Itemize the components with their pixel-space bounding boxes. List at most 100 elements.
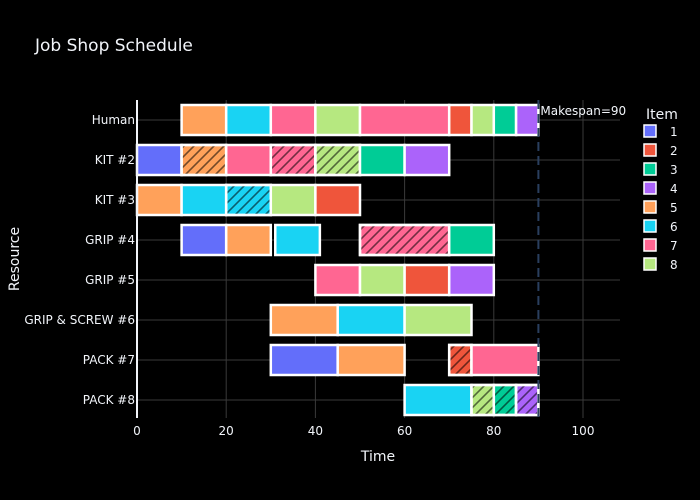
legend-swatch bbox=[643, 181, 657, 195]
task-bar-fill bbox=[314, 263, 362, 297]
task-bar-fill bbox=[514, 103, 540, 137]
x-tick-label: 100 bbox=[572, 424, 595, 438]
legend-label: 8 bbox=[670, 258, 678, 272]
task-bar bbox=[514, 103, 540, 137]
x-tick-label: 40 bbox=[308, 424, 323, 438]
task-bar bbox=[269, 183, 317, 217]
task-bar-fill bbox=[224, 103, 273, 137]
legend-label: 4 bbox=[670, 182, 678, 196]
task-bar-hatch bbox=[492, 383, 518, 417]
legend-swatch bbox=[643, 238, 657, 252]
y-tick-label: PACK #8 bbox=[83, 393, 135, 407]
task-bar bbox=[403, 263, 451, 297]
task-bar-fill bbox=[269, 343, 339, 377]
task-bar-fill bbox=[314, 103, 362, 137]
task-bar-fill bbox=[180, 183, 228, 217]
y-tick-label: Human bbox=[92, 113, 135, 127]
task-bar-hatch bbox=[314, 143, 362, 177]
annotation-layer: Makespan=90 bbox=[537, 100, 626, 418]
task-bar-fill bbox=[336, 303, 406, 337]
task-bar-fill bbox=[180, 223, 228, 257]
task-bar-fill bbox=[403, 143, 451, 177]
legend-label: 7 bbox=[670, 239, 678, 253]
legend-item[interactable]: 3 bbox=[643, 162, 678, 177]
x-tick-label: 0 bbox=[133, 424, 141, 438]
task-bar-fill bbox=[358, 263, 406, 297]
task-bar bbox=[180, 143, 228, 177]
legend-item[interactable]: 2 bbox=[643, 143, 678, 158]
task-bar bbox=[447, 343, 473, 377]
task-bar-fill bbox=[403, 303, 473, 337]
y-tick-label: GRIP & SCREW #6 bbox=[24, 313, 135, 327]
axis-layer: 0 20 40 60 80 100 Human KIT #2 KIT #3 GRIP #4 GRIP… bbox=[24, 100, 594, 438]
legend-item[interactable]: 7 bbox=[643, 238, 678, 253]
legend-item[interactable]: 6 bbox=[643, 219, 678, 234]
y-tick-label: PACK #7 bbox=[83, 353, 135, 367]
task-bar bbox=[314, 263, 362, 297]
task-bar bbox=[336, 303, 406, 337]
y-axis-title: Resource bbox=[7, 227, 23, 291]
legend-item[interactable]: 4 bbox=[643, 181, 678, 196]
task-bar bbox=[358, 103, 451, 137]
task-bar-fill bbox=[269, 103, 317, 137]
task-bar bbox=[492, 383, 518, 417]
task-bar-hatch bbox=[470, 383, 496, 417]
task-bar bbox=[269, 303, 339, 337]
legend-swatch bbox=[643, 219, 657, 233]
task-bar bbox=[447, 263, 496, 297]
task-bar-fill bbox=[135, 183, 183, 217]
task-bar bbox=[403, 383, 473, 417]
y-tick-label: KIT #3 bbox=[95, 193, 135, 207]
task-bar-fill bbox=[224, 223, 273, 257]
bars-layer bbox=[135, 103, 540, 417]
task-bar bbox=[492, 103, 518, 137]
task-bar-fill bbox=[358, 103, 451, 137]
task-bar-hatch bbox=[514, 383, 540, 417]
task-bar bbox=[336, 343, 406, 377]
task-bar-fill bbox=[403, 383, 473, 417]
task-bar-hatch bbox=[224, 183, 273, 217]
task-bar bbox=[314, 143, 362, 177]
y-tick-label: GRIP #4 bbox=[85, 233, 135, 247]
legend-label: 6 bbox=[670, 220, 678, 234]
legend-swatch bbox=[643, 124, 657, 138]
task-bar-fill bbox=[492, 103, 518, 137]
x-tick-label: 80 bbox=[486, 424, 501, 438]
task-bar bbox=[314, 103, 362, 137]
task-bar bbox=[269, 343, 339, 377]
task-bar bbox=[447, 103, 473, 137]
task-bar-fill bbox=[470, 103, 496, 137]
task-bar-fill bbox=[447, 223, 496, 257]
task-bar bbox=[514, 383, 540, 417]
task-bar bbox=[470, 343, 540, 377]
task-bar bbox=[135, 143, 183, 177]
task-bar bbox=[470, 383, 496, 417]
task-bar-fill bbox=[269, 303, 339, 337]
legend-item[interactable]: 1 bbox=[643, 124, 678, 139]
task-bar-fill bbox=[135, 143, 183, 177]
y-tick-label: KIT #2 bbox=[95, 153, 135, 167]
task-bar bbox=[224, 103, 273, 137]
legend-label: 2 bbox=[670, 144, 678, 158]
task-bar bbox=[269, 143, 317, 177]
x-tick-label: 60 bbox=[397, 424, 412, 438]
task-bar bbox=[224, 183, 273, 217]
y-tick-label: GRIP #5 bbox=[85, 273, 135, 287]
task-bar bbox=[180, 103, 228, 137]
task-bar bbox=[224, 143, 273, 177]
legend-item[interactable]: 5 bbox=[643, 200, 678, 215]
task-bar-fill bbox=[470, 343, 540, 377]
task-bar-fill bbox=[358, 143, 406, 177]
task-bar-hatch bbox=[447, 343, 473, 377]
task-bar-fill bbox=[274, 223, 322, 257]
task-bar bbox=[180, 223, 228, 257]
legend-swatch bbox=[643, 143, 657, 157]
task-bar bbox=[135, 183, 183, 217]
chart-title: Job Shop Schedule bbox=[34, 36, 193, 56]
task-bar bbox=[403, 143, 451, 177]
task-bar bbox=[403, 303, 473, 337]
task-bar bbox=[447, 223, 496, 257]
legend-item[interactable]: 8 bbox=[643, 257, 678, 272]
task-bar-fill bbox=[224, 143, 273, 177]
